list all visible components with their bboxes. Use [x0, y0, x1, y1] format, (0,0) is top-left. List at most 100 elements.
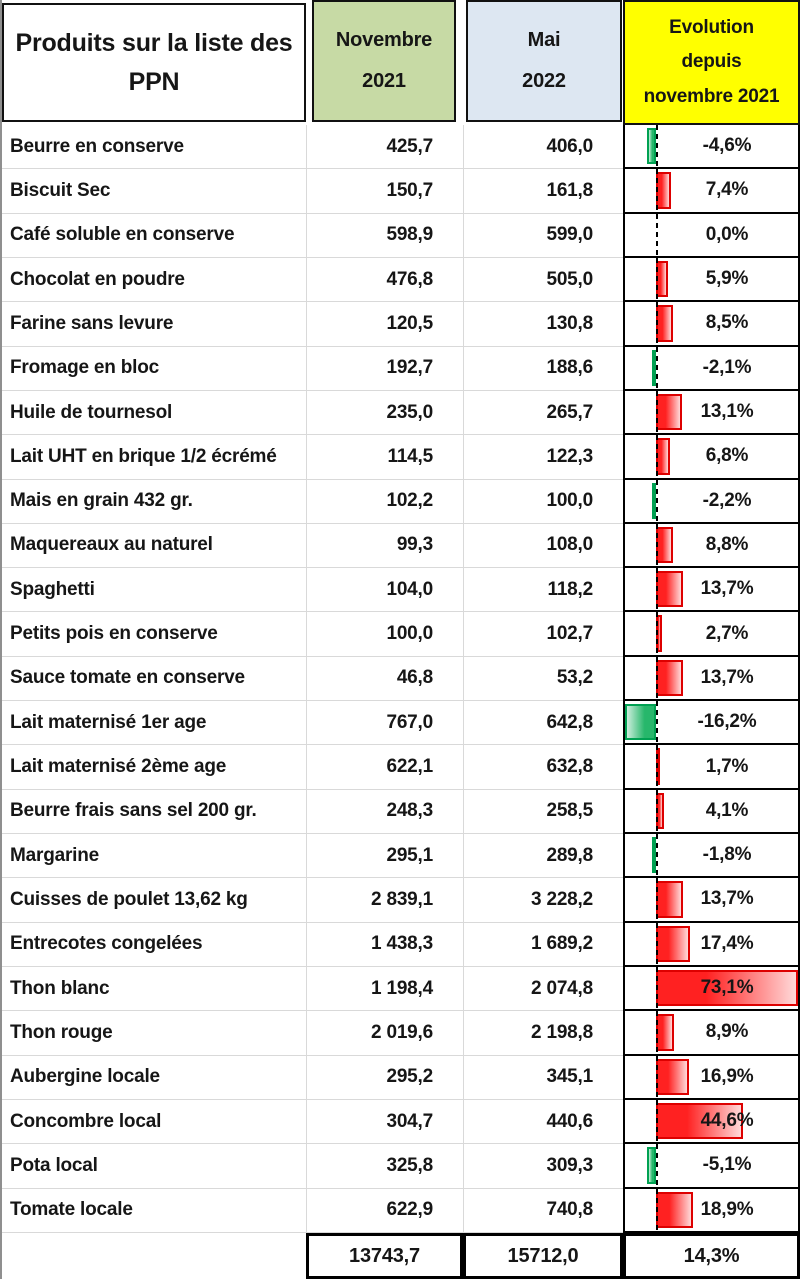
zero-axis-dashed-line — [656, 523, 658, 567]
product-name-cell: Thon blanc — [2, 967, 306, 1012]
evolution-databar — [656, 1191, 693, 1228]
product-name-cell: Lait UHT en brique 1/2 écrémé — [2, 435, 306, 480]
evolution-percent-label: 13,1% — [700, 401, 754, 423]
zero-axis-dashed-line — [656, 213, 658, 256]
product-name-cell: Petits pois en conserve — [2, 612, 306, 657]
table-row: Pota local 325,8 309,3 -5,1% — [2, 1144, 800, 1189]
evolution-cell: -5,1% — [623, 1144, 800, 1189]
table-row: Aubergine locale 295,2 345,1 16,9% — [2, 1055, 800, 1100]
evolution-cell: 13,7% — [623, 656, 800, 702]
mai-value-cell: 632,8 — [463, 745, 623, 790]
novembre-value-cell: 46,8 — [306, 656, 463, 702]
table-row: Margarine 295,1 289,8 -1,8% — [2, 834, 800, 879]
novembre-value-cell: 99,3 — [306, 523, 463, 569]
mai-value-cell: 188,6 — [463, 346, 623, 391]
total-empty-cell — [2, 1233, 306, 1279]
mai-value-cell: 100,0 — [463, 479, 623, 524]
evolution-databar — [647, 128, 657, 165]
product-name-cell: Farine sans levure — [2, 302, 306, 347]
novembre-value-cell: 598,9 — [306, 213, 463, 258]
mai-value-cell: 642,8 — [463, 701, 623, 746]
evolution-databar — [656, 925, 691, 962]
zero-axis-dashed-line — [656, 302, 658, 345]
header-novembre-line1: Novembre — [335, 29, 433, 51]
evolution-cell: -4,6% — [623, 125, 800, 170]
mai-value-cell: 258,5 — [463, 789, 623, 834]
table-row: Farine sans levure 120,5 130,8 8,5% — [2, 302, 800, 347]
product-name-cell: Fromage en bloc — [2, 347, 306, 391]
evolution-cell: 0,0% — [623, 213, 800, 258]
header-evolution-line3: novembre 2021 — [643, 85, 780, 107]
table-row: Cuisses de poulet 13,62 kg 2 839,1 3 228… — [2, 878, 800, 923]
evolution-percent-label: 44,6% — [700, 1110, 754, 1132]
table-header-row: Produits sur la liste des PPN Novembre 2… — [2, 0, 800, 125]
product-name-cell: Chocolat en poudre — [2, 258, 306, 303]
evolution-databar — [625, 704, 657, 741]
table-row: Chocolat en poudre 476,8 505,0 5,9% — [2, 257, 800, 303]
evolution-cell: -16,2% — [623, 701, 800, 746]
novembre-value-cell: 235,0 — [306, 390, 463, 436]
product-name-cell: Entrecotes congelées — [2, 923, 306, 967]
zero-axis-dashed-line — [656, 789, 658, 832]
table-title: Produits sur la liste des PPN — [15, 28, 293, 96]
zero-axis-dashed-line — [656, 257, 658, 301]
product-name-cell: Aubergine locale — [2, 1056, 306, 1100]
mai-value-cell: 345,1 — [463, 1055, 623, 1100]
evolution-percent-label: -4,6% — [702, 135, 752, 157]
product-name-cell: Margarine — [2, 834, 306, 879]
zero-axis-dashed-line — [656, 390, 658, 434]
novembre-value-cell: 325,8 — [306, 1144, 463, 1189]
evolution-percent-label: 2,7% — [705, 622, 749, 644]
table-row: Spaghetti 104,0 118,2 13,7% — [2, 568, 800, 613]
product-name-cell: Café soluble en conserve — [2, 214, 306, 258]
evolution-cell: 6,8% — [623, 435, 800, 480]
mai-value-cell: 102,7 — [463, 612, 623, 657]
evolution-percent-label: -1,8% — [702, 844, 752, 866]
novembre-value-cell: 100,0 — [306, 612, 463, 657]
evolution-cell: 8,9% — [623, 1011, 800, 1056]
table-row: Huile de tournesol 235,0 265,7 13,1% — [2, 390, 800, 436]
product-name-cell: Sauce tomate en conserve — [2, 657, 306, 702]
product-name-cell: Maquereaux au naturel — [2, 524, 306, 569]
novembre-value-cell: 304,7 — [306, 1099, 463, 1145]
product-name-cell: Thon rouge — [2, 1011, 306, 1056]
table-row: Lait maternisé 2ème age 622,1 632,8 1,7% — [2, 745, 800, 790]
table-row: Petits pois en conserve 100,0 102,7 2,7% — [2, 612, 800, 657]
evolution-cell: 4,1% — [623, 789, 800, 834]
mai-value-cell: 406,0 — [463, 125, 623, 170]
table-row: Thon blanc 1 198,4 2 074,8 73,1% — [2, 966, 800, 1012]
evolution-percent-label: 1,7% — [705, 755, 749, 777]
header-mai-2022: Mai 2022 — [466, 0, 622, 122]
evolution-cell: 44,6% — [623, 1099, 800, 1145]
zero-axis-dashed-line — [656, 966, 658, 1010]
total-evolution-cell: 14,3% — [623, 1233, 800, 1279]
zero-axis-dashed-line — [656, 878, 658, 921]
evolution-percent-label: 5,9% — [705, 268, 749, 290]
zero-axis-dashed-line — [656, 169, 658, 212]
table-row: Sauce tomate en conserve 46,8 53,2 13,7% — [2, 656, 800, 702]
mai-value-cell: 2 198,8 — [463, 1011, 623, 1056]
table-row: Thon rouge 2 019,6 2 198,8 8,9% — [2, 1011, 800, 1056]
mai-value-cell: 265,7 — [463, 390, 623, 436]
mai-value-cell: 161,8 — [463, 169, 623, 214]
zero-axis-dashed-line — [656, 346, 658, 389]
total-row: 13743,7 15712,0 14,3% — [2, 1233, 800, 1279]
mai-value-cell: 108,0 — [463, 523, 623, 569]
zero-axis-dashed-line — [656, 1099, 658, 1143]
evolution-cell: 73,1% — [623, 966, 800, 1012]
evolution-percent-label: 8,5% — [705, 312, 749, 334]
product-name-cell: Biscuit Sec — [2, 169, 306, 214]
table-row: Concombre local 304,7 440,6 44,6% — [2, 1099, 800, 1145]
novembre-value-cell: 622,1 — [306, 745, 463, 790]
header-evolution-line2: depuis — [681, 51, 742, 73]
mai-value-cell: 440,6 — [463, 1099, 623, 1145]
evolution-cell: 13,7% — [623, 568, 800, 613]
evolution-cell: 18,9% — [623, 1188, 800, 1233]
evolution-percent-label: -2,1% — [702, 356, 752, 378]
total-mai-cell: 15712,0 — [463, 1233, 623, 1279]
novembre-value-cell: 425,7 — [306, 125, 463, 170]
table-body: Beurre en conserve 425,7 406,0 -4,6% Bis… — [2, 125, 800, 1233]
evolution-databar — [652, 482, 657, 519]
zero-axis-dashed-line — [656, 745, 658, 788]
mai-value-cell: 1 689,2 — [463, 922, 623, 967]
